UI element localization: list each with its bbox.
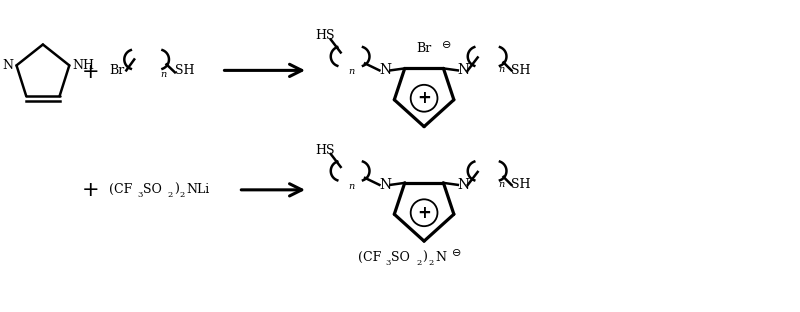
Text: N: N xyxy=(458,63,470,77)
Text: (CF: (CF xyxy=(358,251,381,264)
Text: 2: 2 xyxy=(416,259,422,266)
Text: ): ) xyxy=(422,251,427,264)
Text: N: N xyxy=(458,178,470,192)
Text: SH: SH xyxy=(175,64,194,77)
Text: n: n xyxy=(349,67,354,76)
Text: N: N xyxy=(2,59,14,72)
Text: HS: HS xyxy=(315,29,334,42)
Text: n: n xyxy=(349,182,354,191)
Text: HS: HS xyxy=(315,144,334,157)
Text: SO: SO xyxy=(391,251,410,264)
Text: NLi: NLi xyxy=(187,183,210,196)
Text: 2: 2 xyxy=(168,191,174,199)
Text: ⊖: ⊖ xyxy=(442,41,451,51)
Text: +: + xyxy=(417,89,431,107)
Text: 3: 3 xyxy=(386,259,390,266)
Text: N: N xyxy=(379,178,391,192)
Text: (CF: (CF xyxy=(110,183,133,196)
Text: 2: 2 xyxy=(428,259,434,266)
Text: 3: 3 xyxy=(138,191,142,199)
Text: Br: Br xyxy=(110,64,125,77)
Text: 2: 2 xyxy=(180,191,185,199)
Text: n: n xyxy=(498,66,505,74)
Text: N: N xyxy=(379,63,391,77)
Text: ⊖: ⊖ xyxy=(452,247,462,258)
Text: n: n xyxy=(161,71,166,79)
Text: +: + xyxy=(82,62,99,82)
Text: +: + xyxy=(82,180,99,200)
Text: SH: SH xyxy=(511,178,531,191)
Text: Br: Br xyxy=(417,42,432,56)
Text: +: + xyxy=(417,204,431,222)
Text: NH: NH xyxy=(72,59,94,72)
Text: N: N xyxy=(435,251,446,264)
Text: n: n xyxy=(498,180,505,189)
Text: SO: SO xyxy=(143,183,162,196)
Text: SH: SH xyxy=(511,64,531,77)
Text: ): ) xyxy=(174,183,179,196)
